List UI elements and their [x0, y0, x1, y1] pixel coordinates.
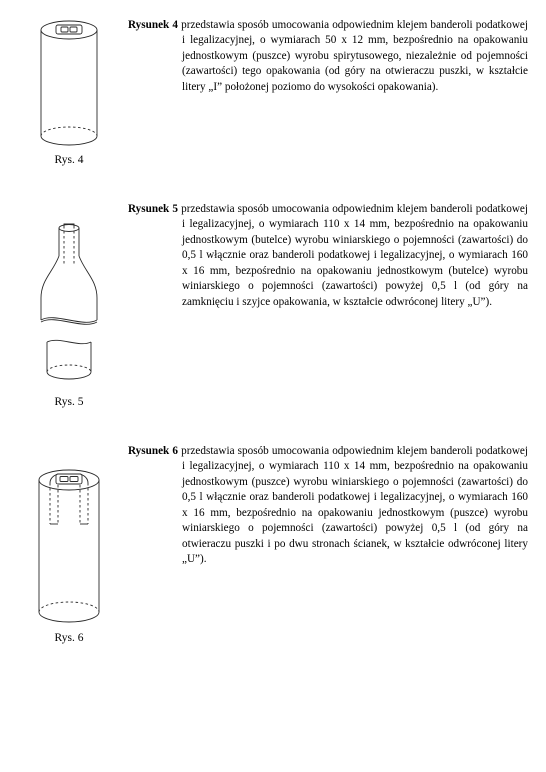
figure-column-4: Rys. 4: [18, 18, 120, 166]
figure-column-5: Rys. 5: [18, 220, 120, 408]
figure-entry-4: Rys. 4 Rysunek 4 przedstawia sposób umoc…: [18, 18, 528, 166]
figure-entry-5: Rys. 5 Rysunek 5 przedstawia sposób umoc…: [18, 202, 528, 408]
figure-body-5: przedstawia sposób umocowania odpowiedni…: [178, 203, 528, 308]
figure-caption-4: Rys. 4: [55, 154, 84, 166]
figure-lead-5: Rysunek 5: [128, 203, 178, 215]
drawing-can-rys6: [30, 466, 108, 626]
figure-text-5: Rysunek 5 przedstawia sposób umocowania …: [120, 202, 528, 310]
figure-caption-6: Rys. 6: [55, 632, 84, 644]
figure-text-6: Rysunek 6 przedstawia sposób umocowania …: [120, 444, 528, 568]
drawing-bottle-rys5: [31, 220, 107, 390]
drawing-can-rys4: [34, 18, 104, 148]
figure-lead-6: Rysunek 6: [128, 445, 178, 457]
figure-column-6: Rys. 6: [18, 466, 120, 644]
figure-body-4: przedstawia sposób umocowania odpowiedni…: [178, 19, 528, 93]
figure-text-4: Rysunek 4 przedstawia sposób umocowania …: [120, 18, 528, 95]
figure-lead-4: Rysunek 4: [128, 19, 178, 31]
figure-caption-5: Rys. 5: [55, 396, 84, 408]
figure-body-6: przedstawia sposób umocowania odpowiedni…: [178, 445, 528, 565]
figure-entry-6: Rys. 6 Rysunek 6 przedstawia sposób umoc…: [18, 444, 528, 644]
